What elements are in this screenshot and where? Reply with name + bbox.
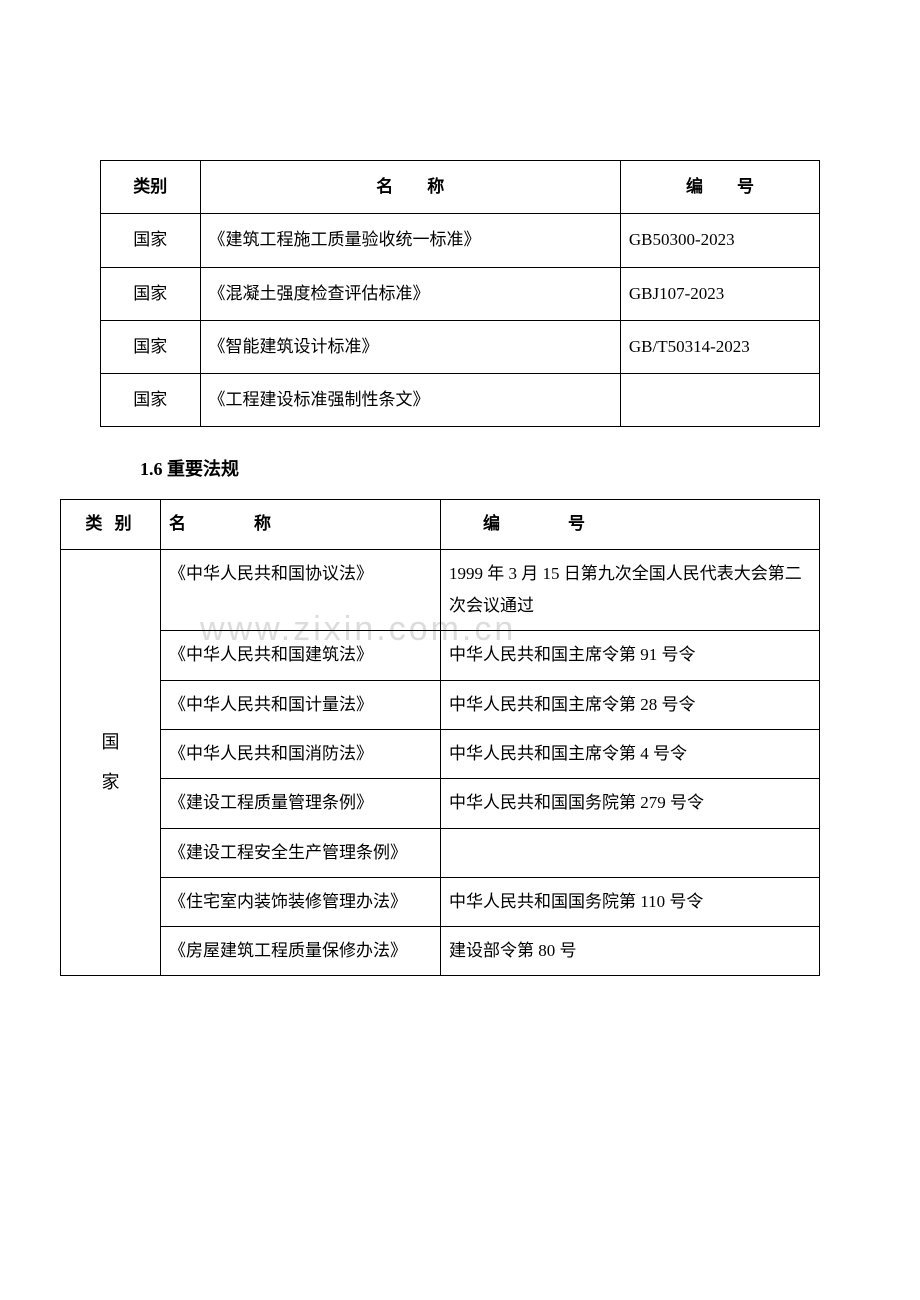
cell-name: 《智能建筑设计标准》 — [200, 320, 620, 373]
cell-number: 建设部令第 80 号 — [441, 927, 820, 976]
col-header-category: 类别 — [101, 161, 201, 214]
table-row: 国家 《工程建设标准强制性条文》 — [101, 374, 820, 427]
table-row: 《建设工程安全生产管理条例》 — [61, 828, 820, 877]
table-row: 《中华人民共和国建筑法》 中华人民共和国主席令第 91 号令 — [61, 631, 820, 680]
cell-category: 国家 — [101, 374, 201, 427]
cell-number: 中华人民共和国国务院第 279 号令 — [441, 779, 820, 828]
table-header-row: 类别 名 称 编 号 — [101, 161, 820, 214]
cell-number: 1999 年 3 月 15 日第九次全国人民代表大会第二次会议通过 — [441, 549, 820, 631]
table-row: 《房屋建筑工程质量保修办法》 建设部令第 80 号 — [61, 927, 820, 976]
cell-name: 《建设工程安全生产管理条例》 — [161, 828, 441, 877]
table-row: 国家 《建筑工程施工质量验收统一标准》 GB50300-2023 — [101, 214, 820, 267]
table-row: 国家 《混凝土强度检查评估标准》 GBJ107-2023 — [101, 267, 820, 320]
cell-number: 中华人民共和国国务院第 110 号令 — [441, 877, 820, 926]
cell-number — [441, 828, 820, 877]
cell-number: GBJ107-2023 — [620, 267, 819, 320]
col-header-category: 类 别 — [61, 500, 161, 549]
regulations-table: 类 别 名 称 编 号 国家 《中华人民共和国协议法》 1999 年 3 月 1… — [60, 499, 820, 976]
document-page: 类别 名 称 编 号 国家 《建筑工程施工质量验收统一标准》 GB50300-2… — [0, 0, 920, 976]
col-header-name: 名 称 — [161, 500, 441, 549]
table-row: 《住宅室内装饰装修管理办法》 中华人民共和国国务院第 110 号令 — [61, 877, 820, 926]
table-row: 国家 《中华人民共和国协议法》 1999 年 3 月 15 日第九次全国人民代表… — [61, 549, 820, 631]
cell-name: 《房屋建筑工程质量保修办法》 — [161, 927, 441, 976]
standards-table: 类别 名 称 编 号 国家 《建筑工程施工质量验收统一标准》 GB50300-2… — [100, 160, 820, 427]
col-header-number: 编 号 — [441, 500, 820, 549]
cell-name: 《建筑工程施工质量验收统一标准》 — [200, 214, 620, 267]
table-row: 《中华人民共和国计量法》 中华人民共和国主席令第 28 号令 — [61, 680, 820, 729]
cell-name: 《工程建设标准强制性条文》 — [200, 374, 620, 427]
cell-category: 国家 — [101, 267, 201, 320]
cell-name: 《混凝土强度检查评估标准》 — [200, 267, 620, 320]
section-heading: 1.6 重要法规 — [140, 455, 820, 481]
col-header-name: 名 称 — [200, 161, 620, 214]
cell-name: 《住宅室内装饰装修管理办法》 — [161, 877, 441, 926]
cell-number: GB50300-2023 — [620, 214, 819, 267]
cell-number: 中华人民共和国主席令第 91 号令 — [441, 631, 820, 680]
col-header-number: 编 号 — [620, 161, 819, 214]
cell-number: 中华人民共和国主席令第 4 号令 — [441, 729, 820, 778]
table-header-row: 类 别 名 称 编 号 — [61, 500, 820, 549]
table-row: 《建设工程质量管理条例》 中华人民共和国国务院第 279 号令 — [61, 779, 820, 828]
cell-name: 《中华人民共和国协议法》 — [161, 549, 441, 631]
cell-category: 国家 — [101, 320, 201, 373]
cell-number — [620, 374, 819, 427]
cell-category-merged: 国家 — [61, 549, 161, 976]
cell-category: 国家 — [101, 214, 201, 267]
cell-number: 中华人民共和国主席令第 28 号令 — [441, 680, 820, 729]
cell-number: GB/T50314-2023 — [620, 320, 819, 373]
cell-name: 《中华人民共和国计量法》 — [161, 680, 441, 729]
cell-name: 《建设工程质量管理条例》 — [161, 779, 441, 828]
cell-name: 《中华人民共和国建筑法》 — [161, 631, 441, 680]
table-row: 国家 《智能建筑设计标准》 GB/T50314-2023 — [101, 320, 820, 373]
cell-name: 《中华人民共和国消防法》 — [161, 729, 441, 778]
table-row: 《中华人民共和国消防法》 中华人民共和国主席令第 4 号令 — [61, 729, 820, 778]
